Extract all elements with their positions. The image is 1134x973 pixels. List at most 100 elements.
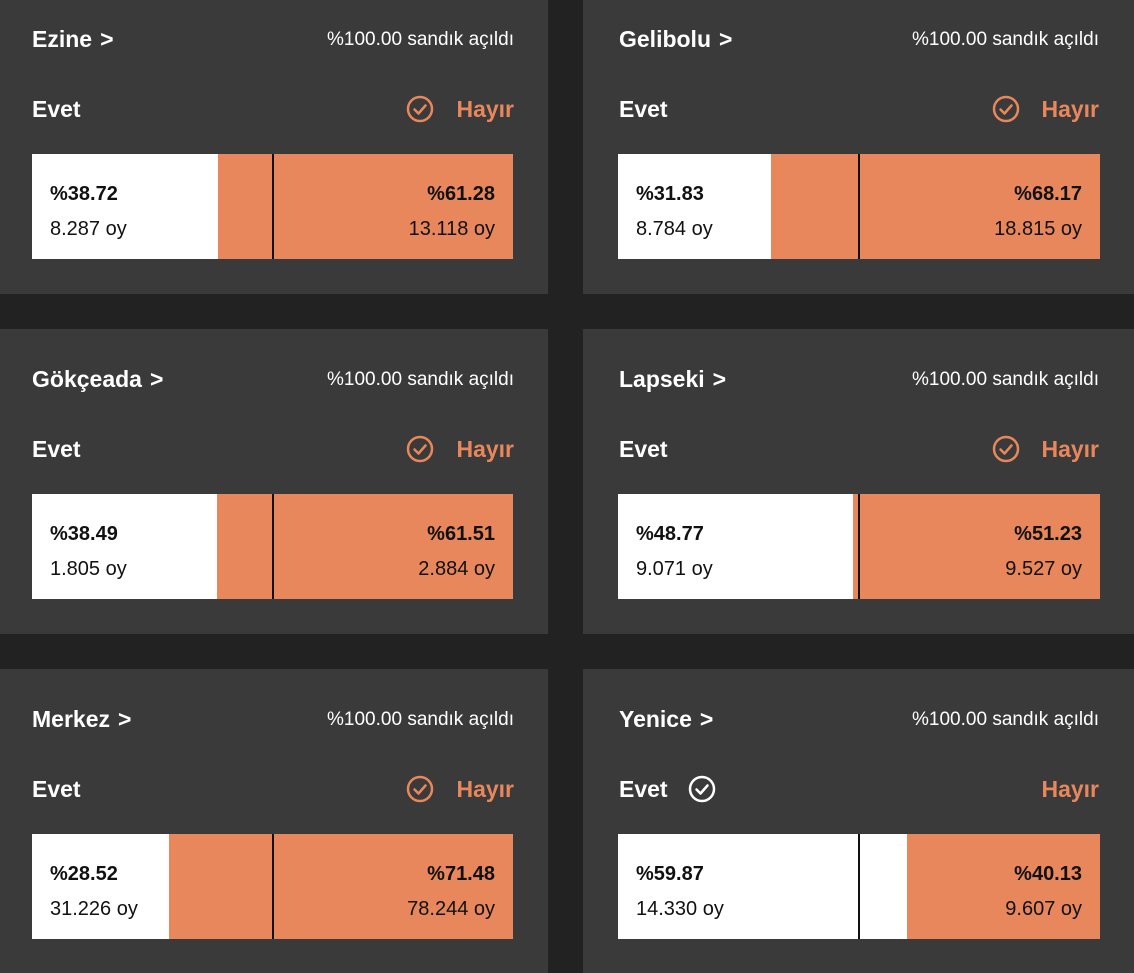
check-circle-icon	[406, 95, 434, 123]
no-vote-count: 9.607 oy	[1005, 898, 1082, 920]
district-link[interactable]: Gökçeada >	[32, 366, 163, 393]
district-name[interactable]: Ezine	[32, 26, 93, 52]
yes-label: Evet	[619, 96, 668, 122]
yes-vote-count: 8.287 oy	[50, 218, 127, 240]
ballot-status: %100.00 sandık açıldı	[912, 29, 1099, 50]
no-label: Hayır	[456, 776, 514, 802]
majority-midline	[858, 834, 860, 939]
result-bar: %28.52 31.226 oy %71.48 78.244 oy	[32, 834, 513, 939]
no-vote-count: 78.244 oy	[407, 898, 495, 920]
no-vote-count: 2.884 oy	[418, 558, 495, 580]
yes-label: Evet	[619, 436, 668, 462]
no-label: Hayır	[1041, 436, 1099, 462]
district-card: Lapseki > %100.00 sandık açıldı Evet Hayı…	[583, 329, 1134, 634]
no-label: Hayır	[1041, 776, 1099, 802]
no-label: Hayır	[1041, 96, 1099, 122]
ballot-status: %100.00 sandık açıldı	[327, 369, 514, 390]
ballot-status: %100.00 sandık açıldı	[327, 29, 514, 50]
chevron-right-icon[interactable]: >	[699, 706, 714, 732]
no-result: %61.51 2.884 oy	[418, 522, 495, 581]
ballot-status: %100.00 sandık açıldı	[912, 369, 1099, 390]
check-circle-icon	[406, 435, 434, 463]
district-link[interactable]: Ezine >	[32, 26, 114, 53]
yes-result: %28.52 31.226 oy	[50, 862, 138, 921]
majority-midline	[858, 154, 860, 259]
result-bar: %59.87 14.330 oy %40.13 9.607 oy	[618, 834, 1100, 939]
no-result: %68.17 18.815 oy	[994, 182, 1082, 241]
majority-midline	[272, 834, 274, 939]
ballot-status: %100.00 sandık açıldı	[327, 709, 514, 730]
district-name[interactable]: Yenice	[619, 706, 692, 732]
district-card: Yenice > %100.00 sandık açıldı Evet Hayır…	[583, 669, 1134, 973]
no-label: Hayır	[456, 436, 514, 462]
no-percentage: %68.17	[1014, 183, 1082, 205]
majority-midline	[272, 494, 274, 599]
yes-percentage: %38.49	[50, 523, 118, 545]
yes-result: %38.49 1.805 oy	[50, 522, 127, 581]
yes-percentage: %31.83	[636, 183, 704, 205]
yes-vote-count: 14.330 oy	[636, 898, 724, 920]
no-label: Hayır	[456, 96, 514, 122]
result-bar: %31.83 8.784 oy %68.17 18.815 oy	[618, 154, 1100, 259]
district-name[interactable]: Gökçeada	[32, 366, 142, 392]
district-link[interactable]: Gelibolu >	[619, 26, 732, 53]
check-circle-icon	[992, 95, 1020, 123]
no-result: %61.28 13.118 oy	[409, 182, 495, 241]
chevron-right-icon[interactable]: >	[149, 366, 164, 392]
chevron-right-icon[interactable]: >	[100, 26, 114, 52]
district-card: Ezine > %100.00 sandık açıldı Evet Hayır …	[0, 0, 548, 294]
check-circle-icon	[688, 775, 716, 803]
no-percentage: %51.23	[1014, 523, 1082, 545]
yes-label: Evet	[32, 776, 81, 802]
district-name[interactable]: Gelibolu	[619, 26, 711, 52]
yes-share-fill	[618, 154, 772, 259]
no-percentage: %61.51	[427, 523, 495, 545]
no-percentage: %61.28	[427, 183, 495, 205]
yes-share-fill	[32, 834, 170, 939]
majority-midline	[858, 494, 860, 599]
no-result: %40.13 9.607 oy	[1005, 862, 1082, 921]
result-bar: %48.77 9.071 oy %51.23 9.527 oy	[618, 494, 1100, 599]
result-bar: %38.49 1.805 oy %61.51 2.884 oy	[32, 494, 513, 599]
result-bar: %38.72 8.287 oy %61.28 13.118 oy	[32, 154, 513, 259]
yes-label: Evet	[32, 436, 81, 462]
no-vote-count: 9.527 oy	[1005, 558, 1082, 580]
yes-result: %38.72 8.287 oy	[50, 182, 127, 241]
yes-label: Evet	[619, 776, 668, 802]
no-percentage: %40.13	[1014, 863, 1082, 885]
yes-vote-count: 9.071 oy	[636, 558, 713, 580]
district-name[interactable]: Merkez	[32, 706, 110, 732]
chevron-right-icon[interactable]: >	[719, 26, 733, 52]
yes-vote-count: 1.805 oy	[50, 558, 127, 580]
yes-percentage: %38.72	[50, 183, 118, 205]
ballot-status: %100.00 sandık açıldı	[912, 709, 1099, 730]
yes-share-fill	[32, 494, 218, 599]
no-result: %71.48 78.244 oy	[407, 862, 495, 921]
district-name[interactable]: Lapseki	[619, 366, 705, 392]
yes-share-fill	[32, 154, 219, 259]
yes-label: Evet	[32, 96, 81, 122]
no-result: %51.23 9.527 oy	[1005, 522, 1082, 581]
district-link[interactable]: Yenice >	[619, 706, 713, 733]
yes-result: %59.87 14.330 oy	[636, 862, 724, 921]
district-link[interactable]: Lapseki >	[619, 366, 726, 393]
district-link[interactable]: Merkez >	[32, 706, 131, 733]
district-card: Gökçeada > %100.00 sandık açıldı Evet Hay…	[0, 329, 548, 634]
yes-vote-count: 31.226 oy	[50, 898, 138, 920]
chevron-right-icon[interactable]: >	[117, 706, 132, 732]
yes-percentage: %48.77	[636, 523, 704, 545]
yes-percentage: %59.87	[636, 863, 704, 885]
check-circle-icon	[992, 435, 1020, 463]
yes-result: %31.83 8.784 oy	[636, 182, 713, 241]
no-vote-count: 18.815 oy	[994, 218, 1082, 240]
no-percentage: %71.48	[427, 863, 495, 885]
no-vote-count: 13.118 oy	[408, 218, 495, 240]
yes-share-fill	[618, 494, 854, 599]
chevron-right-icon[interactable]: >	[712, 366, 727, 392]
district-card: Merkez > %100.00 sandık açıldı Evet Hayır…	[0, 669, 548, 973]
district-card: Gelibolu > %100.00 sandık açıldı Evet Hay…	[583, 0, 1134, 294]
yes-vote-count: 8.784 oy	[636, 218, 713, 240]
yes-percentage: %28.52	[50, 863, 118, 885]
check-circle-icon	[406, 775, 434, 803]
